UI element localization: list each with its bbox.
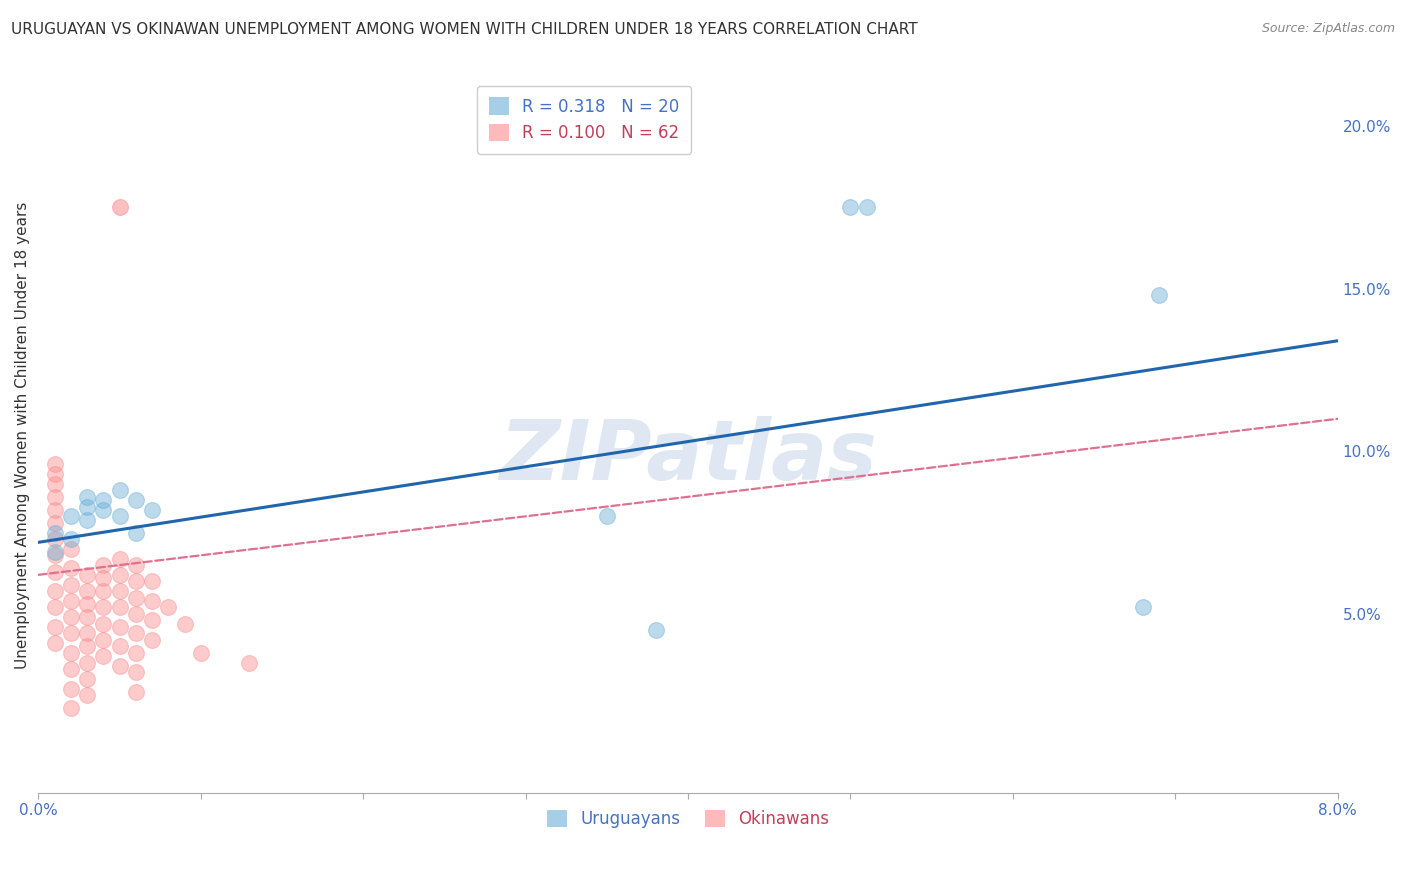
Point [596, 509, 619, 524]
Point [141, 574, 163, 589]
Point [839, 201, 862, 215]
Point [76, 567, 98, 582]
Point [59, 594, 82, 608]
Point [157, 600, 180, 615]
Point [59, 646, 82, 660]
Point [108, 509, 131, 524]
Point [91, 503, 114, 517]
Y-axis label: Unemployment Among Women with Children Under 18 years: Unemployment Among Women with Children U… [15, 202, 30, 669]
Point [44, 584, 66, 599]
Point [76, 656, 98, 670]
Point [59, 701, 82, 715]
Point [108, 483, 131, 498]
Point [76, 640, 98, 654]
Point [108, 584, 131, 599]
Point [108, 567, 131, 582]
Point [76, 672, 98, 686]
Point [108, 640, 131, 654]
Point [44, 467, 66, 481]
Legend: Uruguayans, Okinawans: Uruguayans, Okinawans [540, 803, 837, 834]
Point [190, 646, 212, 660]
Point [59, 541, 82, 556]
Point [141, 503, 163, 517]
Point [59, 626, 82, 640]
Point [44, 516, 66, 530]
Point [59, 532, 82, 546]
Point [44, 549, 66, 563]
Point [125, 525, 148, 540]
Point [76, 688, 98, 702]
Point [91, 616, 114, 631]
Point [76, 512, 98, 526]
Point [91, 600, 114, 615]
Point [108, 620, 131, 634]
Point [173, 616, 195, 631]
Point [91, 649, 114, 664]
Point [76, 597, 98, 611]
Point [1132, 600, 1154, 615]
Point [59, 509, 82, 524]
Point [1147, 288, 1170, 302]
Point [108, 600, 131, 615]
Point [59, 662, 82, 676]
Point [76, 584, 98, 599]
Point [44, 545, 66, 559]
Point [125, 574, 148, 589]
Point [76, 500, 98, 514]
Point [44, 476, 66, 491]
Point [125, 591, 148, 605]
Point [91, 493, 114, 508]
Point [91, 632, 114, 647]
Point [59, 610, 82, 624]
Point [108, 551, 131, 566]
Point [44, 620, 66, 634]
Point [108, 658, 131, 673]
Point [44, 532, 66, 546]
Point [44, 525, 66, 540]
Text: Source: ZipAtlas.com: Source: ZipAtlas.com [1261, 22, 1395, 36]
Point [44, 490, 66, 504]
Point [141, 632, 163, 647]
Point [44, 600, 66, 615]
Point [125, 665, 148, 680]
Point [125, 558, 148, 573]
Point [76, 610, 98, 624]
Point [125, 685, 148, 699]
Text: URUGUAYAN VS OKINAWAN UNEMPLOYMENT AMONG WOMEN WITH CHILDREN UNDER 18 YEARS CORR: URUGUAYAN VS OKINAWAN UNEMPLOYMENT AMONG… [11, 22, 918, 37]
Point [125, 493, 148, 508]
Point [91, 558, 114, 573]
Point [644, 623, 666, 637]
Point [44, 565, 66, 579]
Point [76, 626, 98, 640]
Point [76, 490, 98, 504]
Point [108, 201, 131, 215]
Point [125, 626, 148, 640]
Point [91, 571, 114, 585]
Point [855, 201, 877, 215]
Point [44, 503, 66, 517]
Point [238, 656, 260, 670]
Point [59, 577, 82, 591]
Point [59, 681, 82, 696]
Point [44, 636, 66, 650]
Point [59, 561, 82, 575]
Point [44, 458, 66, 472]
Point [91, 584, 114, 599]
Point [125, 607, 148, 621]
Point [125, 646, 148, 660]
Point [141, 613, 163, 627]
Text: ZIPatlas: ZIPatlas [499, 416, 877, 497]
Point [141, 594, 163, 608]
